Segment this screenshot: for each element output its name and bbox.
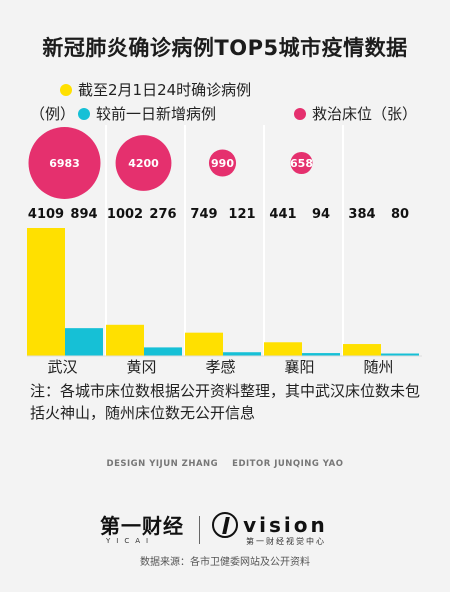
category-label: 黄冈 — [126, 358, 156, 375]
value-label-new: 94 — [312, 207, 330, 222]
legend-beds-swatch — [294, 108, 306, 120]
yicai-logo-main: 第一财经 — [100, 514, 184, 538]
vision-logo: vision 第一财经视觉中心 — [212, 512, 328, 547]
bar-confirmed — [27, 228, 65, 356]
design-credit: DESIGN YIJUN ZHANG — [106, 459, 219, 469]
legend-beds: 救治床位（张） — [294, 103, 417, 124]
logo-divider — [199, 516, 200, 544]
legend-new-swatch — [78, 108, 90, 120]
value-label-confirmed: 1002 — [107, 207, 143, 222]
legend-new: 较前一日新增病例 — [78, 103, 216, 124]
bar-new — [302, 353, 340, 356]
editor-credit: EDITOR JUNQING YAO — [232, 459, 344, 469]
footnote: 注：各城市床位数根据公开资料整理，其中武汉床位数未包括火神山，随州床位数无公开信… — [30, 382, 421, 422]
vision-logo-sub: 第一财经视觉中心 — [246, 537, 326, 546]
bubble-label-beds: 6983 — [49, 157, 80, 170]
vision-mark-icon — [212, 512, 238, 538]
bar-new — [144, 347, 182, 356]
legend-new-label: 较前一日新增病例 — [96, 105, 217, 123]
category-label: 武汉 — [47, 358, 77, 375]
bubble-beds — [115, 135, 172, 191]
yicai-logo-sub: YICAI — [106, 537, 155, 545]
legend-unit: （例） — [30, 105, 76, 123]
value-label-confirmed: 384 — [348, 207, 375, 222]
value-label-confirmed: 749 — [190, 207, 217, 222]
bar-new — [381, 353, 419, 356]
legend-confirmed: 截至2月1日24时确诊病例 — [60, 79, 251, 100]
bar-confirmed — [106, 324, 144, 356]
category-label: 随州 — [363, 358, 393, 375]
category-label: 襄阳 — [284, 358, 314, 375]
value-label-confirmed: 4109 — [28, 207, 64, 222]
bubble-label-beds: 4200 — [128, 157, 159, 170]
legend-confirmed-swatch — [60, 84, 72, 96]
bubble-label-beds: 990 — [211, 157, 234, 170]
value-label-new: 121 — [228, 207, 255, 222]
legend-confirmed-label: 截至2月1日24时确诊病例 — [78, 81, 252, 99]
bubble-beds — [208, 149, 237, 177]
bar-confirmed — [343, 344, 381, 356]
value-label-new: 894 — [70, 207, 97, 222]
bar-confirmed — [264, 342, 302, 356]
bubble-beds — [28, 127, 101, 199]
vision-logo-main: vision — [243, 513, 328, 537]
value-label-new: 80 — [391, 207, 409, 222]
category-label: 孝感 — [205, 358, 235, 375]
credits: DESIGN YIJUN ZHANG EDITOR JUNQING YAO — [0, 459, 450, 469]
bar-new — [65, 328, 103, 356]
chart-title: 新冠肺炎确诊病例TOP5城市疫情数据 — [42, 36, 408, 60]
yicai-logo: 第一财经 YICAI — [100, 515, 184, 545]
bar-new — [223, 352, 261, 356]
value-label-new: 276 — [149, 207, 176, 222]
value-label-confirmed: 441 — [269, 207, 296, 222]
data-source: 数据来源：各市卫健委网站及公开资料 — [140, 557, 310, 568]
legend-beds-label: 救治床位（张） — [312, 105, 418, 123]
bubble-label-beds: 658 — [290, 157, 313, 170]
bar-chart: 4109 894 6983 武汉 1002 276 4200 黄冈 749 121 990 孝感 441… — [27, 125, 422, 375]
bar-confirmed — [185, 332, 223, 356]
bubble-beds — [290, 151, 313, 175]
